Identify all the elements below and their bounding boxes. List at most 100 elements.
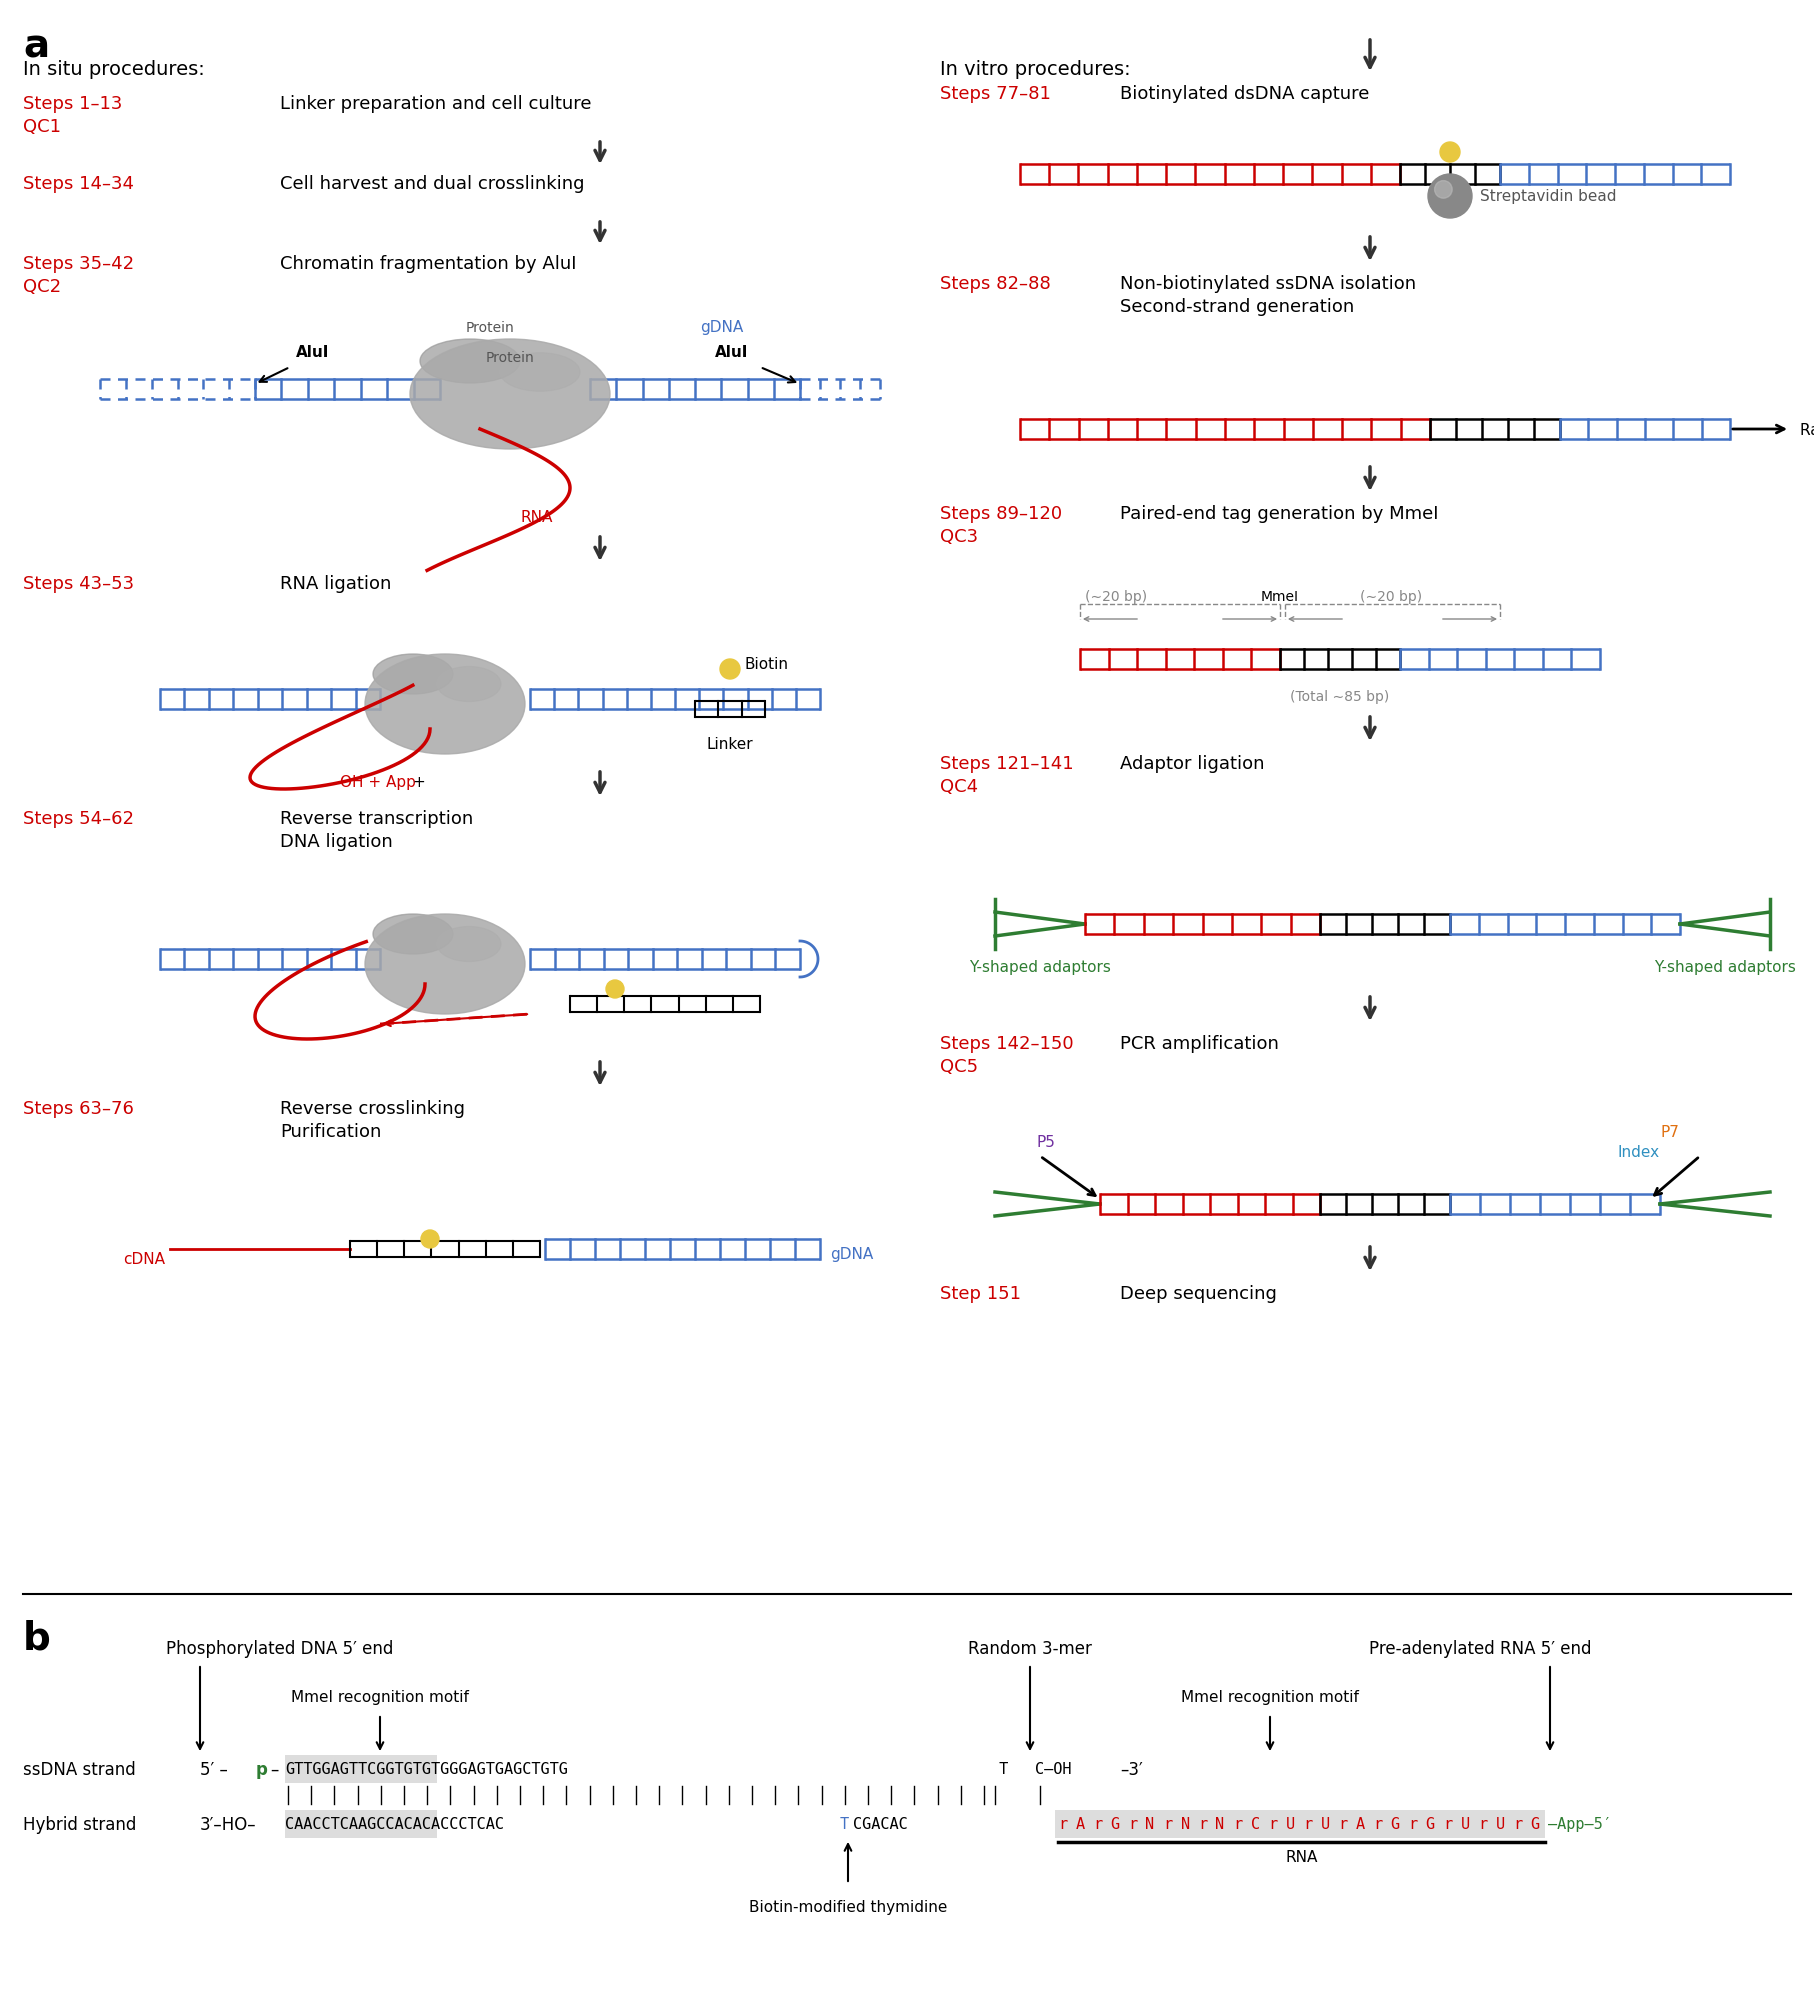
Text: ssDNA strand: ssDNA strand xyxy=(24,1760,136,1778)
Text: CGACAC: CGACAC xyxy=(853,1817,907,1831)
Text: Steps 1–13: Steps 1–13 xyxy=(24,95,122,113)
Text: Steps 89–120: Steps 89–120 xyxy=(940,506,1063,524)
Ellipse shape xyxy=(365,655,524,755)
Text: U: U xyxy=(1460,1817,1469,1831)
Text: Steps 142–150: Steps 142–150 xyxy=(940,1035,1074,1053)
Text: Hybrid strand: Hybrid strand xyxy=(24,1815,136,1833)
Text: Biotin-modified thymidine: Biotin-modified thymidine xyxy=(749,1899,947,1913)
Text: r: r xyxy=(1234,1817,1243,1831)
Text: a: a xyxy=(24,28,49,66)
Bar xyxy=(1056,1811,1546,1839)
Text: RNA: RNA xyxy=(521,510,553,526)
Text: T: T xyxy=(990,1762,1018,1776)
Text: Steps 63–76: Steps 63–76 xyxy=(24,1100,134,1118)
Text: QC1: QC1 xyxy=(24,119,62,135)
Text: r: r xyxy=(1478,1817,1487,1831)
Text: G: G xyxy=(1110,1817,1119,1831)
Text: Y-shaped adaptors: Y-shaped adaptors xyxy=(969,959,1110,975)
Text: MmeI: MmeI xyxy=(1261,590,1299,604)
Text: r: r xyxy=(1442,1817,1453,1831)
Text: Steps 54–62: Steps 54–62 xyxy=(24,810,134,828)
Text: Chromatin fragmentation by AluI: Chromatin fragmentation by AluI xyxy=(279,256,577,272)
Text: Linker: Linker xyxy=(707,737,753,751)
Text: CAACCTCAAGCCACACACCCTCAC: CAACCTCAAGCCACACACCCTCAC xyxy=(285,1817,504,1831)
Text: QC4: QC4 xyxy=(940,777,978,796)
Text: QC3: QC3 xyxy=(940,528,978,546)
Text: GTTGGAGTTCGGTGTGTGGGAGTGAGCTGTG: GTTGGAGTTCGGTGTGTGGGAGTGAGCTGTG xyxy=(285,1762,568,1776)
Text: (Total ∼85 bp): (Total ∼85 bp) xyxy=(1290,689,1390,703)
Ellipse shape xyxy=(374,655,454,695)
Bar xyxy=(285,1811,437,1839)
Text: Linker preparation and cell culture: Linker preparation and cell culture xyxy=(279,95,591,113)
Text: Phosphorylated DNA 5′ end: Phosphorylated DNA 5′ end xyxy=(167,1639,394,1658)
Text: G: G xyxy=(1391,1817,1400,1831)
Bar xyxy=(285,1754,437,1782)
Text: Non-biotinylated ssDNA isolation: Non-biotinylated ssDNA isolation xyxy=(1119,274,1417,292)
Text: r: r xyxy=(1268,1817,1277,1831)
Ellipse shape xyxy=(410,340,610,449)
Ellipse shape xyxy=(437,926,501,963)
Text: QC2: QC2 xyxy=(24,278,62,296)
Circle shape xyxy=(1435,181,1453,199)
Text: Cell harvest and dual crosslinking: Cell harvest and dual crosslinking xyxy=(279,175,584,193)
Text: In vitro procedures:: In vitro procedures: xyxy=(940,60,1130,79)
Text: Steps 121–141: Steps 121–141 xyxy=(940,755,1074,773)
Text: –3′: –3′ xyxy=(1119,1760,1143,1778)
Text: 3′–HO–: 3′–HO– xyxy=(200,1815,256,1833)
Text: r: r xyxy=(1058,1817,1067,1831)
Text: U: U xyxy=(1286,1817,1295,1831)
Text: Protein: Protein xyxy=(466,320,515,334)
Text: RNA ligation: RNA ligation xyxy=(279,574,392,592)
Text: Steps 82–88: Steps 82–88 xyxy=(940,274,1050,292)
Text: (∼20 bp): (∼20 bp) xyxy=(1085,590,1146,604)
Text: gDNA: gDNA xyxy=(700,320,744,334)
Text: QC5: QC5 xyxy=(940,1057,978,1075)
Text: Step 151: Step 151 xyxy=(940,1285,1021,1303)
Text: r: r xyxy=(1408,1817,1417,1831)
Text: Index: Index xyxy=(1618,1144,1660,1160)
Ellipse shape xyxy=(437,667,501,703)
Text: AluI: AluI xyxy=(715,344,749,361)
Text: DNA ligation: DNA ligation xyxy=(279,832,394,850)
Text: U: U xyxy=(1495,1817,1504,1831)
Text: A: A xyxy=(1076,1817,1085,1831)
Text: N: N xyxy=(1145,1817,1156,1831)
Text: Steps 35–42: Steps 35–42 xyxy=(24,256,134,272)
Text: C–OH: C–OH xyxy=(1036,1762,1072,1776)
Text: G: G xyxy=(1426,1817,1435,1831)
Circle shape xyxy=(606,981,624,999)
Text: U: U xyxy=(1321,1817,1330,1831)
Text: r: r xyxy=(1513,1817,1522,1831)
Text: +: + xyxy=(412,775,424,789)
Text: gDNA: gDNA xyxy=(831,1247,873,1263)
Text: RNA: RNA xyxy=(1286,1849,1317,1865)
Ellipse shape xyxy=(365,914,524,1015)
Text: b: b xyxy=(24,1619,51,1658)
Text: Adaptor ligation: Adaptor ligation xyxy=(1119,755,1264,773)
Text: Purification: Purification xyxy=(279,1122,381,1140)
Text: Random primer: Random primer xyxy=(1799,423,1814,437)
Ellipse shape xyxy=(421,340,521,385)
Text: G: G xyxy=(1531,1817,1540,1831)
Circle shape xyxy=(421,1231,439,1249)
Text: Y-shaped adaptors: Y-shaped adaptors xyxy=(1654,959,1796,975)
Text: Random 3-mer: Random 3-mer xyxy=(969,1639,1092,1658)
Text: Protein: Protein xyxy=(486,350,535,365)
Text: r: r xyxy=(1094,1817,1103,1831)
Circle shape xyxy=(720,661,740,679)
Text: Biotinylated dsDNA capture: Biotinylated dsDNA capture xyxy=(1119,85,1370,103)
Text: r: r xyxy=(1339,1817,1348,1831)
Text: (∼20 bp): (∼20 bp) xyxy=(1360,590,1422,604)
Text: r: r xyxy=(1302,1817,1312,1831)
Circle shape xyxy=(1428,175,1471,220)
Text: Paired-end tag generation by MmeI: Paired-end tag generation by MmeI xyxy=(1119,506,1439,524)
Text: r: r xyxy=(1373,1817,1382,1831)
Text: AluI: AluI xyxy=(296,344,330,361)
Text: T: T xyxy=(840,1817,849,1831)
Text: Second-strand generation: Second-strand generation xyxy=(1119,298,1355,316)
Text: C: C xyxy=(1250,1817,1259,1831)
Text: Steps 14–34: Steps 14–34 xyxy=(24,175,134,193)
Text: MmeI recognition motif: MmeI recognition motif xyxy=(1181,1690,1359,1704)
Text: Pre-adenylated RNA 5′ end: Pre-adenylated RNA 5′ end xyxy=(1370,1639,1591,1658)
Text: OH + App: OH + App xyxy=(339,775,415,789)
